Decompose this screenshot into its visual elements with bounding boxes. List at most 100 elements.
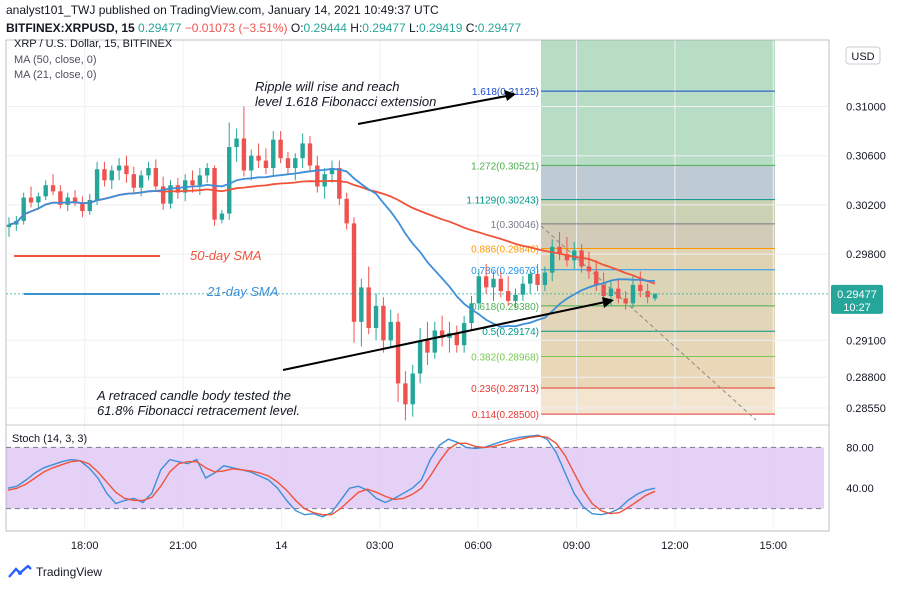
candle-body[interactable] xyxy=(498,278,504,292)
candle-body[interactable] xyxy=(513,294,518,301)
candle-body[interactable] xyxy=(293,158,298,168)
candle-body[interactable] xyxy=(36,196,41,203)
candle-body[interactable] xyxy=(564,254,570,261)
stoch-label: Stoch (14, 3, 3) xyxy=(12,433,87,445)
candle-body[interactable] xyxy=(623,298,628,304)
stoch-y-tick-label: 80.00 xyxy=(846,442,874,454)
candle-body[interactable] xyxy=(234,138,239,148)
candle-body[interactable] xyxy=(432,330,437,353)
candle-body[interactable] xyxy=(205,168,210,176)
candle-body[interactable] xyxy=(80,202,85,212)
stoch-k-line[interactable] xyxy=(7,434,656,518)
ma50-legend[interactable]: MA (50, close, 0) xyxy=(14,54,97,66)
candle-body[interactable] xyxy=(410,373,415,405)
candle-body[interactable] xyxy=(638,284,643,292)
candle-body[interactable] xyxy=(168,185,173,204)
stoch-d-line[interactable] xyxy=(7,435,656,516)
candle-body[interactable] xyxy=(572,250,577,261)
symbol[interactable]: BITFINEX:XRPUSD, 15 xyxy=(6,21,135,35)
candle-body[interactable] xyxy=(256,155,261,161)
low-label: L: xyxy=(409,21,420,35)
candle-body[interactable] xyxy=(138,175,144,188)
ma21-line[interactable] xyxy=(8,167,656,328)
candle-body[interactable] xyxy=(505,291,511,301)
y-tick-label: 0.29800 xyxy=(846,249,886,261)
candle-body[interactable] xyxy=(381,305,386,341)
candle-body[interactable] xyxy=(21,197,26,221)
candle-body[interactable] xyxy=(630,284,636,304)
candle-body[interactable] xyxy=(6,224,12,228)
candle-body[interactable] xyxy=(542,272,548,285)
candle-body[interactable] xyxy=(153,168,159,187)
current-price-tag[interactable] xyxy=(831,284,883,314)
candle-body[interactable] xyxy=(28,197,34,203)
candle-body[interactable] xyxy=(395,321,401,384)
candle-body[interactable] xyxy=(300,143,305,159)
candle-body[interactable] xyxy=(116,165,122,171)
candle-body[interactable] xyxy=(344,198,349,224)
ma21-legend[interactable]: MA (21, close, 0) xyxy=(14,69,97,81)
candle-body[interactable] xyxy=(87,200,92,212)
candle-body[interactable] xyxy=(131,174,136,188)
candle-body[interactable] xyxy=(43,185,48,197)
candle-body[interactable] xyxy=(72,197,78,203)
candle-body[interactable] xyxy=(263,160,269,168)
candle-body[interactable] xyxy=(601,284,606,296)
candle-body[interactable] xyxy=(557,246,562,255)
candle-body[interactable] xyxy=(454,332,459,346)
close-label: C: xyxy=(465,21,478,35)
candle-body[interactable] xyxy=(351,223,357,322)
candle-body[interactable] xyxy=(241,138,247,171)
candle-body[interactable] xyxy=(227,147,232,214)
price-change: −0.01073 (−3.51%) xyxy=(184,21,288,35)
candle-body[interactable] xyxy=(58,191,63,205)
candle-body[interactable] xyxy=(329,168,335,175)
annotation-retrace-1: A retraced candle body tested the xyxy=(96,388,291,403)
candle-body[interactable] xyxy=(469,303,474,324)
candle-body[interactable] xyxy=(586,266,592,272)
candle-body[interactable] xyxy=(271,139,276,168)
fib-zone xyxy=(541,223,775,249)
candle-body[interactable] xyxy=(491,278,496,288)
candle-body[interactable] xyxy=(219,213,225,220)
candle-body[interactable] xyxy=(285,158,291,168)
candle-body[interactable] xyxy=(65,197,70,205)
candle-body[interactable] xyxy=(528,273,533,284)
candle-body[interactable] xyxy=(594,271,599,285)
candle-body[interactable] xyxy=(124,165,129,175)
y-tick-label: 0.31000 xyxy=(846,101,886,113)
candle-body[interactable] xyxy=(197,175,203,186)
fib-zone xyxy=(541,40,775,92)
candle-body[interactable] xyxy=(366,287,371,328)
candle-body[interactable] xyxy=(109,170,114,181)
candle-body[interactable] xyxy=(652,293,658,299)
candle-body[interactable] xyxy=(476,276,482,304)
candle-body[interactable] xyxy=(359,287,364,322)
candle-body[interactable] xyxy=(50,185,56,192)
candle-body[interactable] xyxy=(388,321,393,341)
candle-body[interactable] xyxy=(483,276,489,288)
candle-body[interactable] xyxy=(315,165,320,187)
candle-body[interactable] xyxy=(337,168,342,199)
candle-body[interactable] xyxy=(417,340,423,374)
candle-body[interactable] xyxy=(146,168,151,176)
candle-body[interactable] xyxy=(102,169,107,181)
candle-body[interactable] xyxy=(373,305,379,328)
candle-body[interactable] xyxy=(425,340,430,353)
candle-body[interactable] xyxy=(535,273,540,285)
candle-body[interactable] xyxy=(278,139,283,159)
candle-body[interactable] xyxy=(608,288,614,296)
currency-button[interactable] xyxy=(845,46,881,65)
candle-body[interactable] xyxy=(249,155,254,171)
candle-body[interactable] xyxy=(461,323,467,346)
candle-body[interactable] xyxy=(190,180,195,186)
candle-body[interactable] xyxy=(403,383,408,405)
candle-body[interactable] xyxy=(439,330,445,338)
candle-body[interactable] xyxy=(160,186,166,204)
price-chart[interactable]: 1.618(0.31125)1.272(0.30521)1.1129(0.302… xyxy=(0,0,900,560)
candle-body[interactable] xyxy=(520,283,526,295)
candle-body[interactable] xyxy=(94,169,100,200)
candle-body[interactable] xyxy=(212,168,217,220)
candle-body[interactable] xyxy=(307,143,313,166)
candle-body[interactable] xyxy=(550,246,555,273)
